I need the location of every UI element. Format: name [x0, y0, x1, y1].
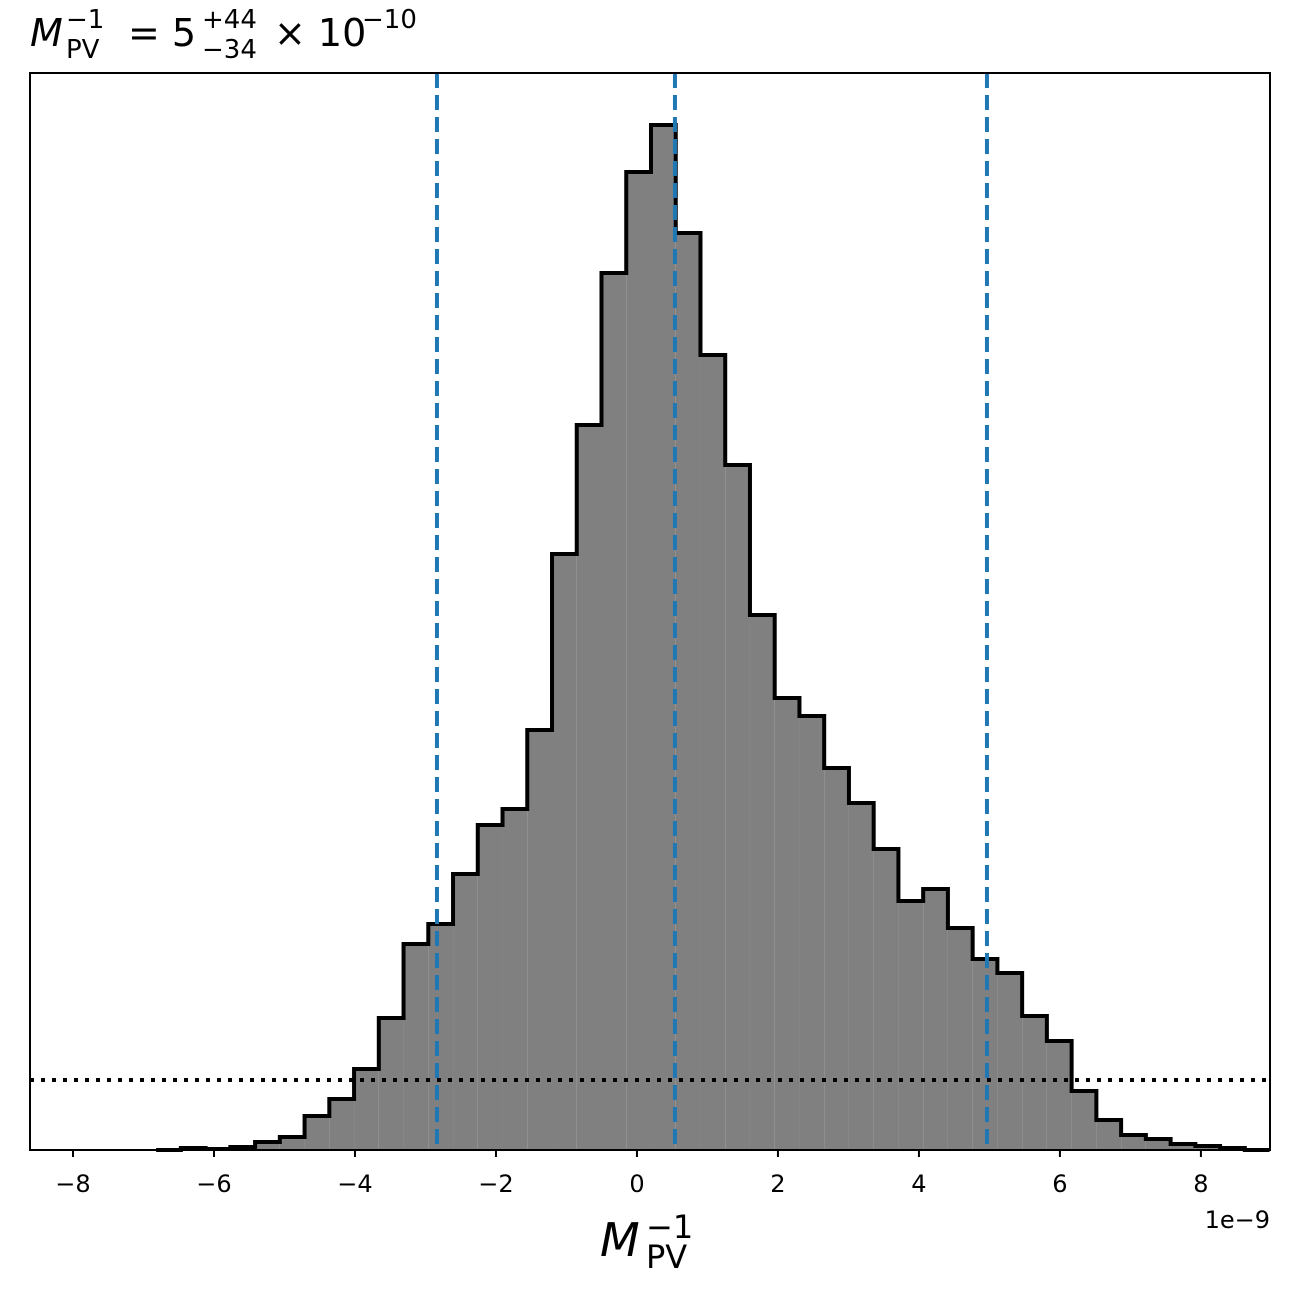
bar [997, 973, 1023, 1150]
x-tick-label: −4 [337, 1170, 372, 1198]
bar [279, 1137, 305, 1150]
x-tick-label: 8 [1193, 1170, 1208, 1198]
x-tick-label: −2 [478, 1170, 513, 1198]
bar [453, 874, 478, 1150]
x-tick-label: 2 [770, 1170, 785, 1198]
bar [650, 125, 676, 1150]
x-label-symbol: M [600, 1213, 640, 1267]
bar [601, 273, 627, 1150]
bar [923, 889, 948, 1150]
bar [824, 768, 849, 1150]
plot-frame [29, 72, 1271, 1151]
x-offset-label: 1e−9 [1205, 1206, 1270, 1234]
x-tick-label: 0 [629, 1170, 644, 1198]
x-tick-label: −6 [196, 1170, 231, 1198]
bar [898, 901, 924, 1150]
bar [1046, 1041, 1072, 1150]
x-tick-label: 4 [911, 1170, 926, 1198]
bar [626, 172, 651, 1150]
bar [576, 425, 602, 1150]
bar [1071, 1091, 1097, 1150]
bar [700, 355, 726, 1150]
bar [403, 944, 429, 1150]
bar [428, 924, 454, 1150]
bar [304, 1116, 330, 1150]
bar [947, 928, 973, 1150]
title-equals: = 5 [128, 11, 196, 55]
bar [749, 615, 775, 1150]
x-tick-label: 6 [1052, 1170, 1067, 1198]
bar [378, 1018, 404, 1150]
bar [1022, 1016, 1047, 1150]
bar [354, 1069, 379, 1150]
title-lower: −34 [202, 35, 257, 65]
bar [1145, 1139, 1171, 1150]
bar [1096, 1120, 1122, 1150]
bar [725, 465, 750, 1150]
title-exponent: −10 [362, 5, 417, 35]
bar [1170, 1144, 1196, 1150]
title-times: × 10 [274, 11, 366, 55]
title-symbol: M [30, 11, 63, 55]
bar [255, 1142, 280, 1150]
bar [774, 698, 800, 1150]
histogram-outline [156, 123, 1270, 1152]
title-upper: +44 [202, 5, 257, 35]
title-superscript: −1 [66, 5, 104, 35]
title-subscript: PV [66, 35, 100, 65]
bar [552, 554, 577, 1150]
title: M −1 PV = 5 +44 −34 × 10 −10 [30, 5, 417, 65]
bar [329, 1099, 355, 1150]
bar [527, 730, 553, 1150]
bar [502, 809, 528, 1150]
bar [873, 849, 899, 1150]
x-tick-label: −8 [55, 1170, 90, 1198]
bar [848, 803, 874, 1150]
bar [675, 233, 701, 1150]
x-label-subscript: PV [646, 1238, 687, 1276]
x-axis-label: M −1 PV [600, 1208, 693, 1276]
x-label-superscript: −1 [646, 1208, 693, 1246]
bar [477, 825, 503, 1150]
bar [1121, 1135, 1146, 1150]
bar [799, 716, 825, 1150]
